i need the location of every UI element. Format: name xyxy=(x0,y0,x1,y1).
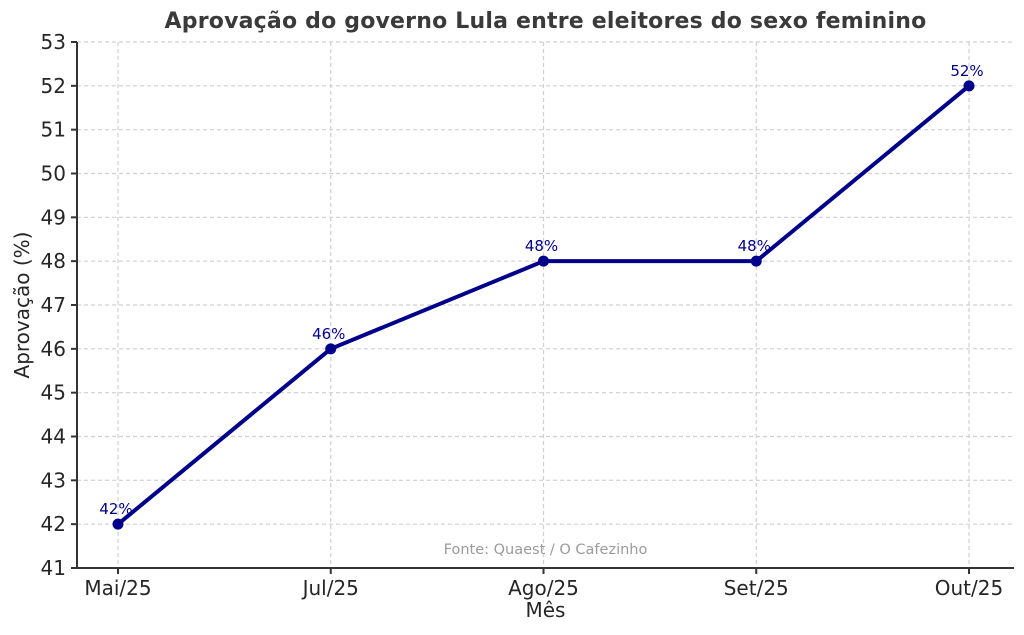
y-axis-title: Aprovação (%) xyxy=(10,231,34,379)
x-tick-label: Ago/25 xyxy=(508,576,579,600)
data-point-label: 48% xyxy=(525,237,558,255)
y-tick-label: 41 xyxy=(41,556,66,580)
y-tick-label: 46 xyxy=(41,337,66,361)
data-point xyxy=(538,255,549,267)
x-tick-label: Mai/25 xyxy=(84,576,151,600)
data-point xyxy=(325,343,337,355)
data-point xyxy=(963,80,975,92)
x-axis-title: Mês xyxy=(525,598,566,622)
x-tick-label: Set/25 xyxy=(724,576,789,600)
data-point-label: 46% xyxy=(312,325,345,343)
y-tick-label: 51 xyxy=(41,118,66,142)
data-point-label: 52% xyxy=(950,62,983,80)
y-tick-label: 52 xyxy=(41,74,66,98)
x-tick-label: Jul/25 xyxy=(301,576,359,600)
data-point xyxy=(750,255,762,267)
data-point-label: 48% xyxy=(738,237,771,255)
data-point xyxy=(112,518,124,530)
x-tick-label: Out/25 xyxy=(935,576,1003,600)
chart-title: Aprovação do governo Lula entre eleitore… xyxy=(164,9,927,34)
y-tick-label: 44 xyxy=(41,425,66,449)
y-tick-label: 53 xyxy=(41,30,66,54)
y-tick-label: 48 xyxy=(41,249,66,273)
source-note: Fonte: Quaest / O Cafezinho xyxy=(443,542,648,558)
y-tick-label: 45 xyxy=(41,381,66,405)
data-point-label: 42% xyxy=(99,500,132,518)
y-tick-label: 47 xyxy=(41,293,66,317)
y-tick-label: 42 xyxy=(41,512,66,536)
y-tick-label: 43 xyxy=(41,468,66,492)
y-tick-label: 50 xyxy=(41,162,66,186)
y-tick-label: 49 xyxy=(41,205,66,229)
